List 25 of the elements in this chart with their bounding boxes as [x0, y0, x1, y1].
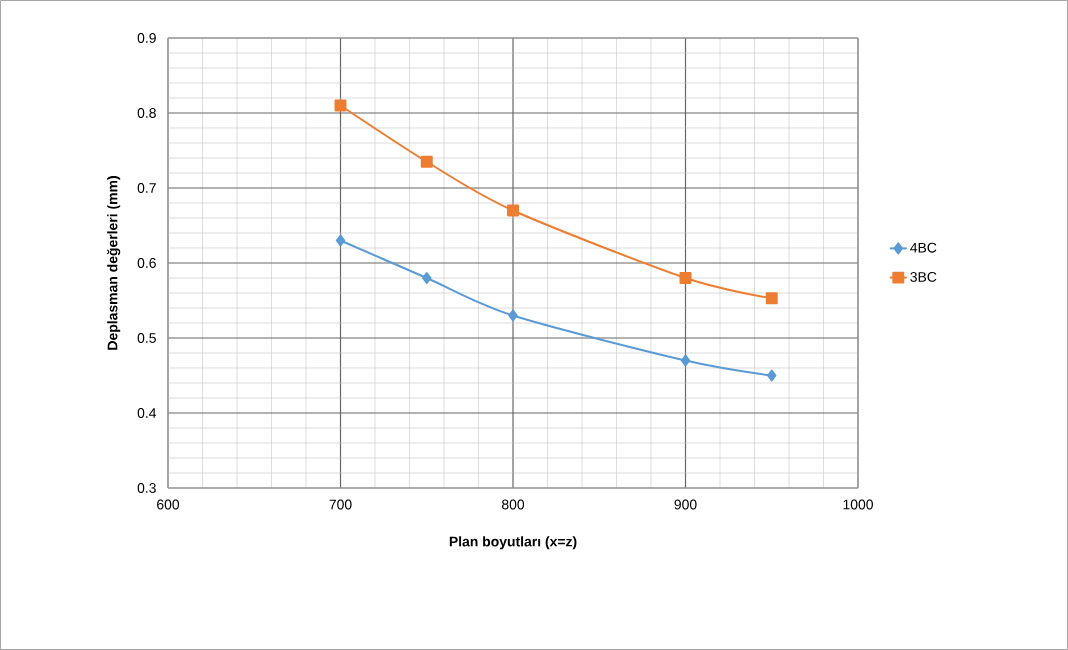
y-tick-label: 0.7: [137, 183, 156, 193]
x-tick-label: 600: [157, 499, 180, 510]
legend-label: 4BC: [910, 242, 937, 253]
point: [420, 155, 433, 168]
x-tick-label: 700: [329, 499, 352, 510]
y-tick-label: 0.6: [137, 258, 156, 268]
y-tick-label: 0.5: [137, 333, 156, 343]
point: [508, 309, 518, 322]
point: [335, 234, 346, 247]
x-tick-label: 900: [674, 499, 697, 510]
point: [422, 272, 432, 284]
point: [679, 272, 692, 284]
point: [765, 292, 778, 305]
x-tick-label: 1000: [843, 499, 873, 510]
y-tick-label: 0.4: [137, 408, 157, 418]
legend-label: 3BC: [910, 271, 937, 282]
y-axis-title: Deplasman değerleri (mm): [107, 176, 121, 350]
y-tick-label: 0.8: [137, 108, 156, 118]
y-tick-label: 0.3: [137, 483, 156, 493]
point: [767, 369, 777, 382]
y-tick-label: 0.9: [137, 33, 156, 43]
x-axis-title: Plan boyutları (x=z): [449, 536, 577, 550]
x-tick-label: 800: [501, 499, 525, 510]
point: [680, 354, 691, 367]
point: [507, 204, 519, 217]
